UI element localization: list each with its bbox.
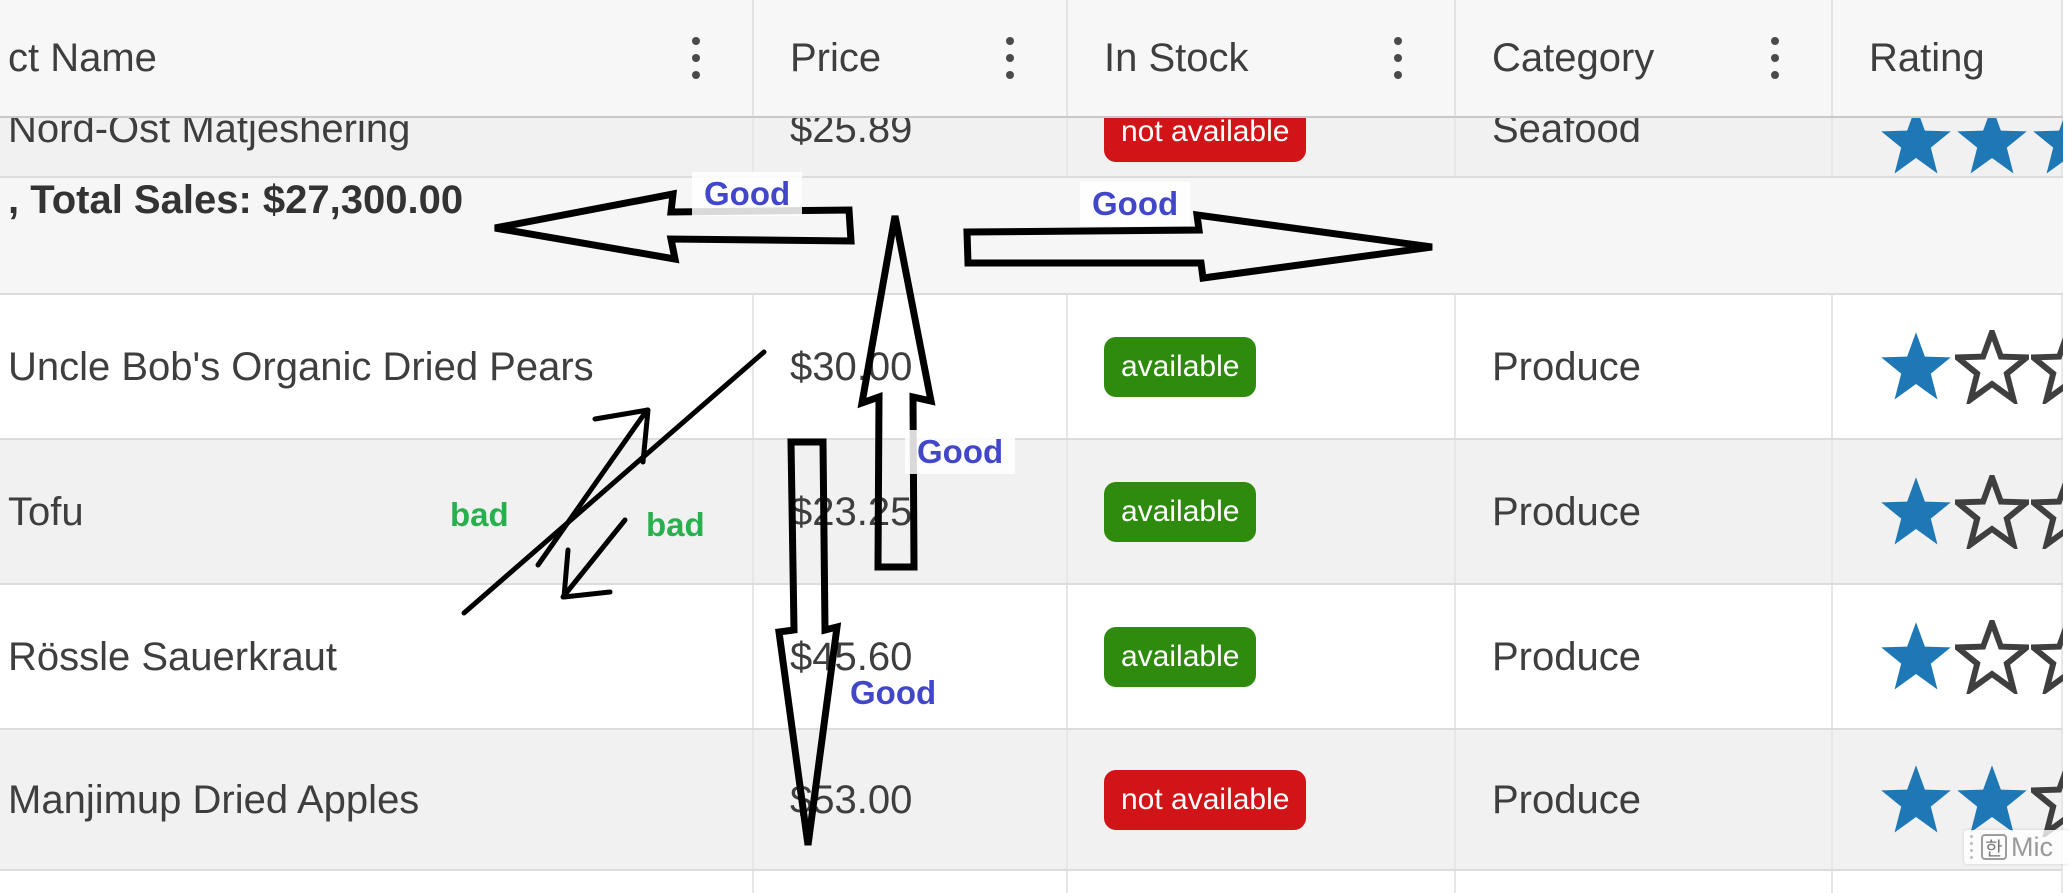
price-text: $25.89	[790, 118, 913, 151]
column-menu-icon[interactable]	[1394, 37, 1402, 79]
cell-price: $25.89	[754, 118, 1068, 176]
cell-rating	[1833, 730, 2063, 869]
table-header: ct Name Price In Stock Category Rating	[0, 0, 2063, 118]
category-text: Produce	[1492, 777, 1641, 822]
star-filled-icon	[1881, 331, 1951, 400]
star-outline-icon	[2031, 481, 2063, 549]
cell-rating	[1833, 585, 2063, 728]
cell-empty	[754, 871, 1068, 893]
cell-product-name: Uncle Bob's Organic Dried Pears	[0, 295, 754, 438]
column-header-rating[interactable]: Rating	[1833, 0, 2063, 116]
stock-badge: not available	[1104, 769, 1307, 830]
cell-price: $23.25	[754, 440, 1068, 583]
product-name-text: Rössle Sauerkraut	[8, 634, 338, 679]
cell-empty	[1068, 871, 1456, 893]
category-text: Produce	[1492, 489, 1641, 534]
rating-stars	[1879, 763, 2063, 837]
column-header-label: Rating	[1869, 35, 1985, 80]
ime-label: Mic	[2011, 831, 2053, 862]
cell-empty	[0, 871, 754, 893]
rating-stars	[1879, 329, 2063, 404]
table-row[interactable]: Manjimup Dried Apples $53.00 not availab…	[0, 730, 2063, 871]
column-header-label: ct Name	[8, 35, 157, 80]
cell-rating	[1833, 295, 2063, 438]
column-menu-icon[interactable]	[1771, 37, 1779, 79]
cell-category: Seafood	[1456, 118, 1833, 176]
star-filled-icon	[1881, 118, 1951, 174]
cell-in-stock: available	[1068, 440, 1456, 583]
rating-stars	[1879, 474, 2063, 549]
table-row[interactable]: Nord-Ost Matjeshering $25.89 not availab…	[0, 118, 2063, 178]
category-text: Produce	[1492, 344, 1641, 389]
cell-in-stock: available	[1068, 295, 1456, 438]
cell-price: $30.00	[754, 295, 1068, 438]
cell-in-stock: not available	[1068, 118, 1456, 176]
rating-stars	[1879, 118, 2063, 176]
star-filled-icon	[1881, 764, 1951, 833]
product-name-text: Tofu	[8, 489, 84, 534]
cell-product-name: Nord-Ost Matjeshering	[0, 118, 754, 176]
stock-badge: available	[1104, 626, 1257, 687]
rating-stars	[1879, 619, 2063, 694]
cell-in-stock: available	[1068, 585, 1456, 728]
cell-price: $53.00	[754, 730, 1068, 869]
table-row[interactable]: Uncle Bob's Organic Dried Pears $30.00 a…	[0, 295, 2063, 440]
ime-language-indicator[interactable]: 한 Mic	[1964, 830, 2069, 864]
column-header-label: Category	[1492, 35, 1655, 80]
column-header-product-name[interactable]: ct Name	[0, 0, 754, 116]
total-sales-text: , Total Sales: $27,300.00	[8, 178, 464, 222]
stock-badge: not available	[1104, 118, 1307, 162]
star-outline-icon	[1955, 619, 2029, 694]
table-row[interactable]: Tofu $23.25 available Produce	[0, 440, 2063, 585]
cell-rating	[1833, 440, 2063, 583]
star-filled-icon	[1957, 764, 2027, 833]
star-filled-icon	[1881, 476, 1951, 545]
star-outline-icon	[1955, 474, 2029, 549]
column-header-label: In Stock	[1104, 35, 1249, 80]
star-outline-icon	[2031, 626, 2063, 694]
column-menu-icon[interactable]	[692, 37, 700, 79]
cell-category: Produce	[1456, 295, 1833, 438]
star-outline-icon	[2031, 769, 2063, 837]
column-menu-icon[interactable]	[1006, 37, 1014, 79]
drag-handle-icon[interactable]	[1970, 835, 1973, 859]
price-text: $45.60	[790, 634, 913, 679]
star-outline-icon	[2031, 336, 2063, 404]
product-name-text: Manjimup Dried Apples	[8, 777, 420, 822]
stock-badge: available	[1104, 336, 1257, 397]
column-header-price[interactable]: Price	[754, 0, 1068, 116]
product-name-text: Nord-Ost Matjeshering	[8, 118, 411, 151]
category-text: Seafood	[1492, 118, 1642, 151]
category-text: Produce	[1492, 634, 1641, 679]
cell-product-name: Rössle Sauerkraut	[0, 585, 754, 728]
cell-empty	[1456, 871, 1833, 893]
star-outline-icon	[1955, 329, 2029, 404]
product-name-text: Uncle Bob's Organic Dried Pears	[8, 344, 594, 389]
group-total-row[interactable]: , Total Sales: $27,300.00	[0, 178, 2063, 295]
cell-rating	[1833, 118, 2063, 176]
korean-ime-icon[interactable]: 한	[1981, 834, 2007, 860]
table-row[interactable]: Rössle Sauerkraut $45.60 available Produ…	[0, 585, 2063, 730]
cell-in-stock: not available	[1068, 730, 1456, 869]
cell-product-name: Tofu	[0, 440, 754, 583]
table-row-partial	[0, 871, 2063, 893]
cell-price: $45.60	[754, 585, 1068, 728]
cell-category: Produce	[1456, 440, 1833, 583]
column-header-in-stock[interactable]: In Stock	[1068, 0, 1456, 116]
price-text: $23.25	[790, 489, 913, 534]
price-text: $30.00	[790, 344, 913, 389]
cell-empty	[1833, 871, 2063, 893]
column-header-category[interactable]: Category	[1456, 0, 1833, 116]
stock-badge: available	[1104, 481, 1257, 542]
column-header-label: Price	[790, 35, 882, 80]
cell-category: Produce	[1456, 730, 1833, 869]
star-filled-icon	[1957, 118, 2027, 174]
star-filled-icon	[2033, 119, 2063, 174]
price-text: $53.00	[790, 777, 913, 822]
star-filled-icon	[1881, 621, 1951, 690]
cell-category: Produce	[1456, 585, 1833, 728]
cell-product-name: Manjimup Dried Apples	[0, 730, 754, 869]
